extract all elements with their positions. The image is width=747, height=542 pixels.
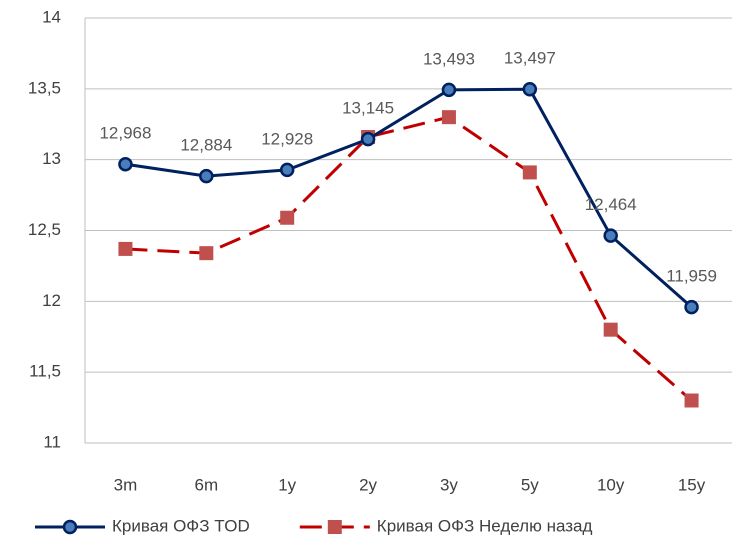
marker [603, 322, 618, 337]
data-label: 12,884 [180, 136, 232, 155]
legend-label: Кривая ОФЗ TOD [112, 516, 250, 535]
marker [360, 131, 376, 147]
legend-label: Кривая ОФЗ Неделю назад [377, 516, 593, 535]
marker [441, 110, 456, 125]
x-tick-label: 3y [440, 475, 458, 494]
marker [280, 210, 295, 225]
series: 12,968 12,884 12,928 13,145 13,493 13,497 12,4… [99, 49, 717, 315]
y-tick-label: 11 [43, 432, 61, 451]
x-tick-label: 10y [597, 475, 625, 494]
y-tick-label: 13,5 [28, 78, 61, 97]
y-tick-label: 11,5 [29, 362, 61, 381]
marker [684, 393, 699, 408]
x-tick-label: 3m [114, 475, 138, 494]
marker [279, 162, 295, 178]
y-tick-label: 13 [42, 149, 61, 168]
marker [441, 82, 457, 98]
data-label: 13,145 [342, 99, 394, 118]
y-tick-label: 12 [42, 291, 61, 310]
legend-marker [327, 520, 342, 534]
data-label: 13,497 [504, 49, 556, 68]
y-tick-label: 14 [42, 7, 61, 26]
data-label: 12,464 [585, 195, 637, 214]
y-tick-label: 12,5 [28, 220, 61, 239]
series-line [125, 115, 693, 402]
data-label: 11,959 [666, 267, 717, 286]
x-tick-label: 6m [195, 475, 219, 494]
x-tick-label: 1y [278, 475, 296, 494]
data-label: 12,928 [261, 129, 313, 148]
marker [603, 228, 618, 243]
marker [118, 241, 133, 256]
x-tick-label: 5y [521, 475, 539, 494]
data-label: 13,493 [423, 49, 475, 68]
marker [199, 246, 214, 261]
legend-marker [62, 519, 78, 535]
marker [118, 156, 133, 172]
series-line [125, 87, 693, 309]
marker [522, 82, 538, 97]
x-tick-label: 2y [359, 475, 377, 494]
marker [684, 299, 699, 315]
marker [199, 168, 214, 184]
marker [522, 165, 537, 180]
x-tick-label: 15y [678, 475, 706, 494]
series [118, 110, 699, 408]
data-label: 12,968 [99, 124, 151, 143]
